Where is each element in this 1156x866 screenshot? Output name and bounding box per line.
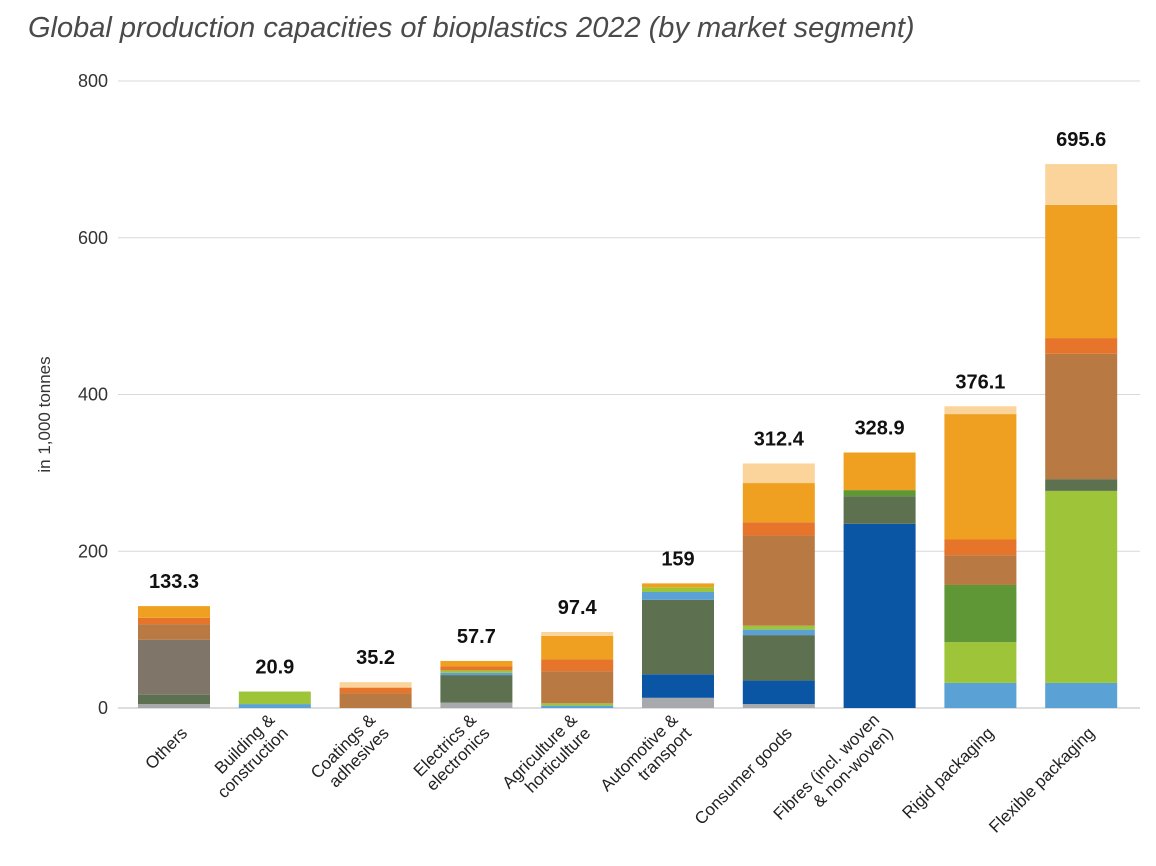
x-tick-label: Others (142, 724, 192, 774)
bar-segment (742, 635, 815, 681)
bar-segment (1045, 164, 1118, 205)
bar-segment (843, 490, 916, 497)
x-tick-label: Rigid packaging (898, 724, 997, 823)
data-label: 133.3 (149, 571, 199, 593)
x-tick-label: Agriculture &horticulture (499, 710, 595, 797)
bar-segment (440, 675, 513, 703)
bar-segment (138, 624, 210, 640)
data-label: 35.2 (356, 647, 395, 669)
bar-segment (1045, 479, 1118, 491)
bar-segment (138, 694, 210, 705)
bar-segment (843, 496, 916, 524)
bar-segment (742, 463, 815, 484)
bar-segment (944, 414, 1017, 540)
bar-segment (843, 523, 916, 708)
bar-segment (1045, 682, 1118, 708)
bar-segment (944, 584, 1017, 643)
bar-segment (944, 642, 1017, 683)
y-axis-label: in 1,000 tonnes (35, 356, 54, 472)
data-label: 695.6 (1056, 129, 1106, 151)
bar-segment (339, 693, 412, 708)
bar-segment (1045, 353, 1118, 480)
x-tick-label: Electrics &electronics (410, 710, 494, 795)
bar-segment (440, 670, 513, 673)
bar-segment (944, 539, 1017, 556)
data-label: 20.9 (255, 657, 294, 679)
x-tick-label-line: Flexible packaging (985, 724, 1098, 837)
bar-segment (440, 702, 513, 708)
data-label: 328.9 (855, 417, 905, 439)
bar-segment (642, 583, 714, 588)
bar-segment (642, 674, 714, 698)
bar-segment (843, 452, 916, 491)
bar-segment (742, 680, 815, 705)
bar-segment (541, 631, 614, 636)
x-tick-label-line: Rigid packaging (898, 724, 997, 823)
x-tick-label-line: Others (142, 724, 192, 774)
bar-segment (1045, 490, 1118, 683)
bar-segment (642, 592, 714, 600)
bar-segment (541, 659, 614, 672)
x-tick-label: Flexible packaging (985, 724, 1098, 837)
y-tick-label: 0 (98, 698, 108, 718)
bar-segment (138, 639, 210, 695)
bar-segment (742, 625, 815, 630)
bar-segment (440, 666, 513, 671)
bar-segment (642, 599, 714, 675)
bar-segment (1045, 204, 1118, 339)
data-label: 57.7 (457, 626, 496, 648)
x-tick-label: Building &construction (211, 710, 292, 802)
bar-segment (440, 672, 513, 676)
bar-segment (742, 522, 815, 536)
bar-segment (1045, 338, 1118, 354)
bar-segment (238, 691, 311, 705)
chart-title: Global production capacities of bioplast… (28, 12, 915, 44)
bar-segment (138, 704, 210, 708)
bar-segment (944, 555, 1017, 585)
bar-segment (642, 587, 714, 593)
bar-segment (541, 703, 614, 706)
y-tick-label: 600 (78, 228, 108, 248)
bar-segment (138, 617, 210, 625)
bar-segment (944, 406, 1017, 415)
bar-segment (541, 635, 614, 660)
bar-segment (339, 682, 412, 688)
data-label: 159 (661, 548, 694, 570)
data-label: 312.4 (754, 428, 805, 450)
bar-segment (742, 483, 815, 523)
bar-segment (742, 629, 815, 636)
y-tick-label: 400 (78, 385, 108, 405)
y-tick-label: 800 (78, 71, 108, 91)
data-label: 376.1 (955, 371, 1005, 393)
bar-segment (541, 705, 614, 708)
bar-segment (339, 687, 412, 694)
bar-segment (642, 697, 714, 708)
x-tick-label: Fibres (incl. woven& non-woven) (770, 710, 897, 824)
data-label: 97.4 (558, 597, 598, 619)
bar-segment (238, 704, 311, 708)
x-tick-label: Automotive &transport (597, 710, 696, 795)
y-tick-label: 200 (78, 541, 108, 561)
bar-segment (541, 671, 614, 704)
x-tick-label: Coatings &adhesives (307, 710, 393, 791)
bar-segment (944, 682, 1017, 708)
bar-segment (742, 704, 815, 708)
bar-segment (440, 660, 513, 667)
bar-segment (742, 535, 815, 626)
bar-segment (138, 606, 210, 618)
